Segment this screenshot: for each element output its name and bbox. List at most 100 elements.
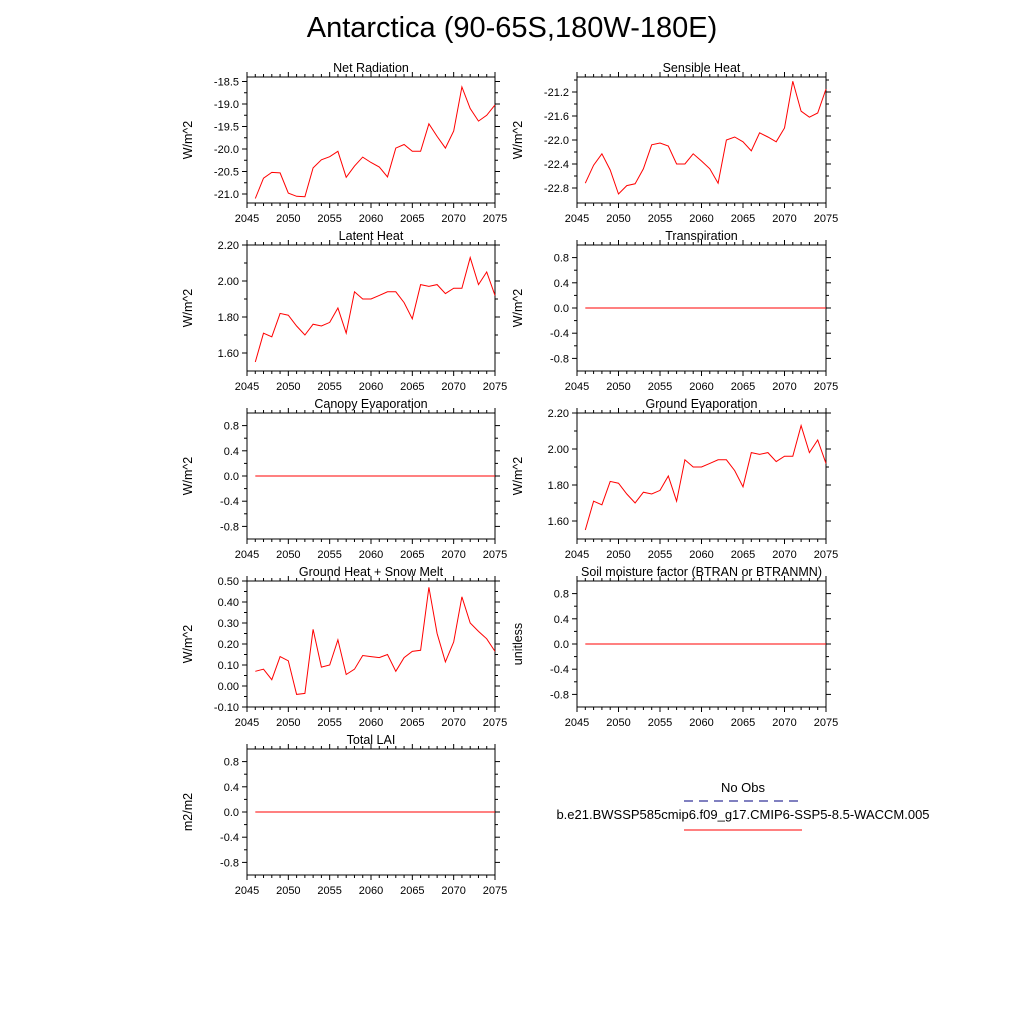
x-tick-label: 2045 — [235, 717, 259, 729]
main-title: Antarctica (90-65S,180W-180E) — [306, 12, 718, 44]
y-tick-label: 0.4 — [554, 278, 569, 290]
series-line — [584, 81, 827, 195]
x-tick-label: 2045 — [235, 381, 259, 393]
panel-8: Soil moisture factor (BTRAN or BTRANMN) -… — [511, 565, 838, 729]
panel-3: Latent Heat 1.60 1.80 2.00 2.20 2045 2050 2055 2… — [181, 229, 507, 393]
y-tick-label: 2.20 — [548, 408, 569, 420]
x-tick-label: 2050 — [276, 717, 300, 729]
x-tick-label: 2060 — [359, 381, 383, 393]
y-tick-label: -22.8 — [544, 183, 569, 195]
y-tick-label: 0.20 — [218, 639, 239, 651]
y-tick-label: -18.5 — [214, 77, 239, 89]
panel-frame — [576, 76, 827, 204]
x-tick-label: 2045 — [235, 213, 259, 225]
y-tick-label: -0.8 — [550, 353, 569, 365]
legend-model-label: b.e21.BWSSP585cmip6.f09_g17.CMIP6-SSP5-8… — [556, 807, 929, 822]
x-tick-label: 2070 — [772, 213, 796, 225]
y-tick-label: 0.10 — [218, 660, 239, 672]
panel-title: Net Radiation — [333, 61, 409, 75]
panel-title: Sensible Heat — [663, 61, 741, 75]
x-tick-label: 2050 — [606, 213, 630, 225]
y-tick-label: 0.30 — [218, 618, 239, 630]
y-tick-label: -0.8 — [550, 689, 569, 701]
x-tick-label: 2055 — [317, 549, 341, 561]
x-tick-label: 2050 — [606, 717, 630, 729]
panel-2: Sensible Heat -22.8 -22.4 -22.0 -21.6 -21.2 20… — [511, 61, 838, 225]
legend-obs-label: No Obs — [721, 780, 766, 795]
y-tick-label: -0.10 — [214, 702, 239, 714]
x-tick-label: 2055 — [648, 381, 672, 393]
x-tick-label: 2045 — [565, 549, 589, 561]
x-tick-label: 2065 — [400, 717, 424, 729]
y-tick-label: -0.8 — [220, 857, 239, 869]
y-tick-label: -22.4 — [544, 159, 569, 171]
y-axis-label: W/m^2 — [181, 625, 195, 664]
x-tick-label: 2060 — [359, 213, 383, 225]
y-tick-label: 1.60 — [218, 348, 239, 360]
y-axis-label: W/m^2 — [181, 289, 195, 328]
y-tick-label: 0.8 — [554, 589, 569, 601]
x-tick-label: 2060 — [359, 549, 383, 561]
series-line — [255, 587, 496, 695]
x-tick-label: 2065 — [731, 381, 755, 393]
x-tick-label: 2045 — [565, 213, 589, 225]
x-tick-label: 2075 — [814, 213, 838, 225]
y-tick-label: 0.0 — [224, 807, 239, 819]
series-line — [584, 423, 827, 531]
x-tick-label: 2055 — [648, 213, 672, 225]
x-tick-label: 2045 — [235, 549, 259, 561]
x-tick-label: 2070 — [772, 381, 796, 393]
x-tick-label: 2065 — [731, 213, 755, 225]
x-tick-label: 2055 — [317, 213, 341, 225]
x-tick-label: 2055 — [648, 717, 672, 729]
y-tick-label: -21.0 — [214, 189, 239, 201]
x-tick-label: 2060 — [689, 717, 713, 729]
y-axis-label: W/m^2 — [181, 457, 195, 496]
y-tick-label: 0.8 — [554, 253, 569, 265]
x-tick-label: 2075 — [483, 549, 507, 561]
panel-title: Soil moisture factor (BTRAN or BTRANMN) — [581, 565, 822, 579]
y-tick-label: -0.4 — [550, 328, 569, 340]
x-tick-label: 2075 — [483, 717, 507, 729]
panel-1: Net Radiation -21.0 -20.5 -20.0 -19.5 -19.0 -1… — [181, 61, 507, 225]
x-tick-label: 2065 — [731, 549, 755, 561]
y-tick-label: 0.0 — [554, 303, 569, 315]
y-tick-label: 2.00 — [218, 276, 239, 288]
series-line — [254, 255, 496, 363]
y-tick-label: 0.0 — [554, 639, 569, 651]
y-tick-label: -19.0 — [214, 99, 239, 111]
y-tick-label: 0.4 — [224, 446, 239, 458]
x-tick-label: 2075 — [814, 549, 838, 561]
y-axis-label: W/m^2 — [511, 121, 525, 160]
y-tick-label: -20.5 — [214, 167, 239, 179]
x-tick-label: 2070 — [441, 213, 465, 225]
series-line — [254, 85, 496, 199]
x-tick-label: 2075 — [483, 213, 507, 225]
y-tick-label: 0.00 — [218, 681, 239, 693]
panel-title: Ground Evaporation — [646, 397, 758, 411]
x-tick-label: 2065 — [400, 549, 424, 561]
x-tick-label: 2060 — [689, 549, 713, 561]
x-tick-label: 2075 — [483, 381, 507, 393]
y-tick-label: -0.8 — [220, 521, 239, 533]
x-tick-label: 2055 — [317, 381, 341, 393]
panel-title: Ground Heat + Snow Melt — [299, 565, 444, 579]
x-tick-label: 2070 — [772, 549, 796, 561]
x-tick-label: 2065 — [400, 213, 424, 225]
panel-title: Transpiration — [665, 229, 738, 243]
panel-4: Transpiration -0.8 -0.4 0.0 0.4 0.8 2045 2050 20… — [511, 229, 838, 393]
panel-title: Latent Heat — [339, 229, 404, 243]
x-tick-label: 2075 — [814, 381, 838, 393]
x-tick-label: 2060 — [359, 717, 383, 729]
x-tick-label: 2065 — [731, 717, 755, 729]
y-tick-label: -0.4 — [550, 664, 569, 676]
y-axis-label: W/m^2 — [511, 457, 525, 496]
y-axis-label: W/m^2 — [511, 289, 525, 328]
x-tick-label: 2055 — [317, 717, 341, 729]
y-axis-label: W/m^2 — [181, 121, 195, 160]
panel-6: Ground Evaporation 1.60 1.80 2.00 2.20 2045 20… — [511, 397, 838, 561]
x-tick-label: 2045 — [235, 885, 259, 897]
x-tick-label: 2050 — [606, 381, 630, 393]
x-tick-label: 2060 — [359, 885, 383, 897]
x-tick-label: 2050 — [276, 885, 300, 897]
